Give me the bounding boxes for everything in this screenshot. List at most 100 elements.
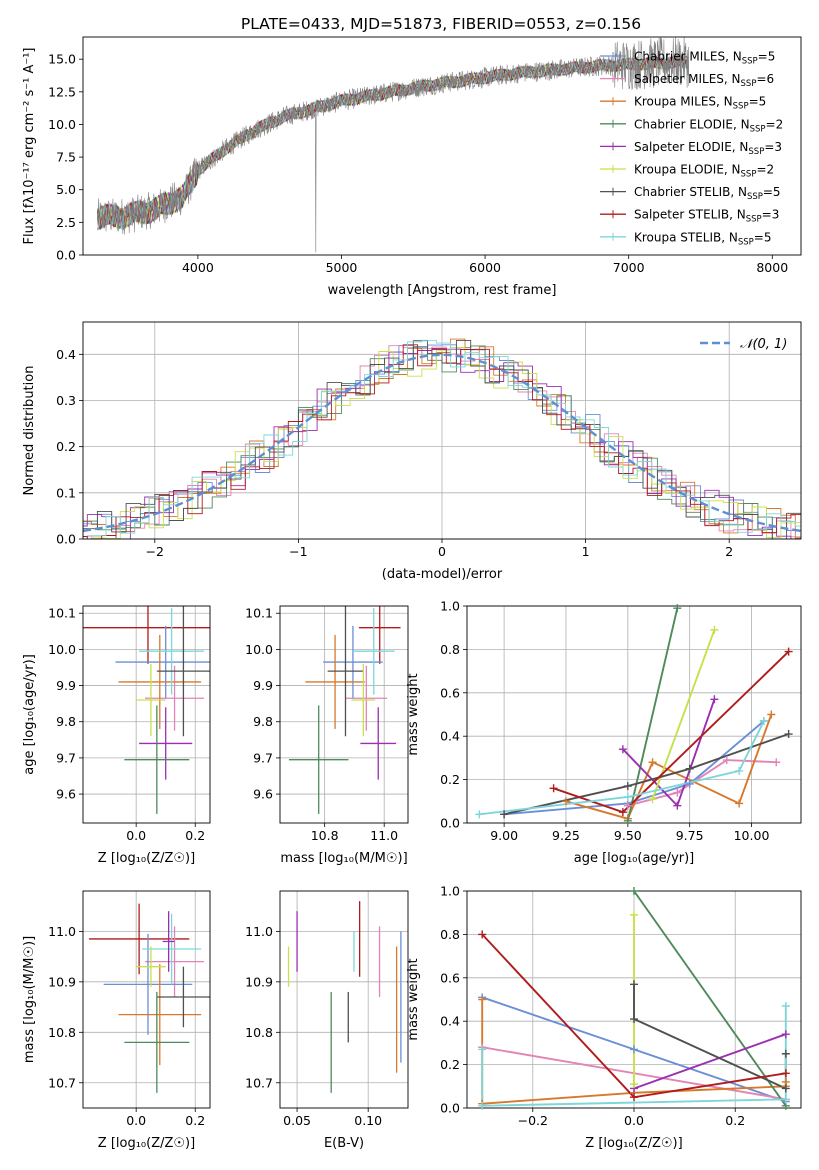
age_vs_weight-point-chabrier_miles (685, 779, 694, 788)
age_vs_weight-axes: 9.00 9.25 9.50 9.75 10.00 0.0 0.2 0.4 0.6 0.8 1.0 a… (406, 599, 802, 866)
z_vs_mass-frame (82, 890, 211, 1109)
age_vs_weight-point-kroupa_stelib (759, 717, 768, 726)
z_vs_weight-point-salpeter_stelib (781, 1069, 790, 1078)
age_vs_weight-point-chabrier_stelib (685, 764, 694, 773)
legend-label-main: Kroupa MILES, N (634, 95, 733, 109)
mass_vs_age-ytick-label: 9.9 (253, 678, 273, 693)
residuals-ylabel: Normed distribution (22, 366, 37, 496)
legend-label-salpeter_elodie: Salpeter ELODIE, NSSP=3 (634, 140, 782, 157)
age_vs_weight-xtick-label: 9.25 (552, 828, 580, 843)
ebv_vs_mass-axes: 0.05 0.10 10.7 10.8 10.9 11.0 E(B-V) (245, 890, 409, 1151)
spectrum-plot-area (96, 37, 690, 253)
z_vs_age-plot-area (83, 606, 210, 814)
z_vs_weight-point-kroupa_stelib (781, 1002, 790, 1011)
z_vs_age-ytick-label: 9.6 (56, 787, 76, 802)
residual-histogram-salpeter_elodie (83, 348, 801, 539)
legend-label-kroupa_miles: Kroupa MILES, NSSP=5 (634, 95, 766, 112)
legend-label-main: Salpeter STELIB, N (634, 208, 746, 222)
ebv_vs_mass-ytick-label: 10.9 (245, 974, 273, 989)
z_vs_weight-plot-area (481, 891, 787, 1107)
z_vs_age-ytick-label: 10.1 (48, 606, 76, 621)
z_vs_age-ytick-label: 9.7 (56, 750, 76, 765)
z_vs_weight-point-salpeter_stelib (630, 1093, 638, 1102)
age_vs_weight-point-salpeter_miles (623, 801, 632, 810)
z_vs_weight-point-chabrier_miles (630, 1045, 638, 1054)
mass_vs_age-ytick-label: 9.7 (253, 750, 273, 765)
residual-histogram-salpeter_stelib (83, 344, 801, 539)
residual-histogram-kroupa_stelib (83, 339, 801, 539)
spectrum-xtick-label: 4000 (182, 260, 214, 275)
age_vs_weight-xtick-label: 10.00 (734, 828, 770, 843)
age_vs_weight-ytick-label: 1.0 (440, 599, 460, 614)
spectrum-xtick-label: 5000 (326, 260, 358, 275)
spectrum-ytick-label: 2.5 (56, 215, 76, 230)
residuals-frame (82, 321, 802, 540)
legend-label-sub: SSP (741, 170, 757, 180)
residuals-xtick-label: −1 (289, 544, 307, 559)
age_vs_weight-ytick-label: 0.0 (440, 816, 460, 831)
mass_vs_age-ytick-label: 9.6 (253, 787, 273, 802)
age_vs_weight-point-kroupa_elodie (710, 625, 719, 634)
ebv_vs_mass-xlabel: E(B-V) (324, 1136, 364, 1151)
z_vs_mass-xtick-label: 0.2 (185, 1113, 205, 1128)
z_vs_age-axes: 0.0 0.2 9.6 9.7 9.8 9.9 10.0 10.1 Z [log₁₀(Z/Z☉)… (22, 605, 211, 866)
z_vs_weight-ylabel: mass weight (406, 958, 421, 1040)
legend-label-tail: =2 (756, 163, 774, 177)
z_vs_weight-point-chabrier_elodie (630, 887, 638, 895)
age_vs_weight-series-kroupa_stelib (479, 720, 765, 816)
age_vs_weight-point-chabrier_stelib (500, 810, 509, 819)
z_vs_weight-series-salpeter_elodie (633, 1033, 787, 1090)
spectrum-model-line-chabrier_miles (97, 54, 689, 230)
age_vs_weight-point-kroupa_elodie (648, 795, 657, 804)
age_vs_weight-point-salpeter_miles (673, 788, 682, 797)
legend-label-tail: =6 (756, 72, 774, 86)
z_vs_age-ytick-label: 9.9 (56, 678, 76, 693)
ebv_vs_mass-xtick-label: 0.05 (283, 1113, 311, 1128)
residuals-ytick-label: 0.1 (56, 485, 76, 500)
z_vs_weight-xtick-label: −0.2 (518, 1113, 548, 1128)
legend-label-salpeter_stelib: Salpeter STELIB, NSSP=3 (634, 208, 779, 225)
legend-label-sub: SSP (748, 147, 764, 157)
age_vs_weight-point-salpeter_stelib (549, 784, 558, 793)
residuals-axes: −2 −1 0 1 2 0.0 0.1 0.2 0.3 0.4 (data-model)/error… (22, 321, 802, 582)
z_vs_weight-ytick-label: 1.0 (440, 884, 460, 899)
age_vs_weight-point-chabrier_elodie (673, 604, 682, 613)
legend-label-main: Salpeter ELODIE, N (634, 140, 748, 154)
spectrum-ytick-label: 10.0 (48, 117, 76, 132)
legend-label-kroupa_stelib: Kroupa STELIB, NSSP=5 (634, 230, 772, 247)
z_vs_mass-ytick-label: 10.8 (48, 1025, 76, 1040)
z_vs_mass-ytick-label: 10.9 (48, 974, 76, 989)
z_vs_weight-point-salpeter_stelib (478, 930, 487, 939)
age_vs_weight-xtick-label: 9.50 (614, 828, 642, 843)
chart-title: PLATE=0433, MJD=51873, FIBERID=0553, z=0… (241, 15, 641, 33)
mass_vs_age-axes: 10.8 11.0 9.6 9.7 9.8 9.9 10.0 10.1 mass [log₁₀(… (245, 605, 409, 866)
z_vs_weight-point-chabrier_stelib (781, 1049, 790, 1058)
z_vs_weight-xtick-label: 0.0 (624, 1113, 644, 1128)
age_vs_weight-series-chabrier_elodie (626, 607, 679, 822)
legend-label-kroupa_elodie: Kroupa ELODIE, NSSP=2 (634, 163, 774, 180)
age_vs_weight-point-salpeter_stelib (618, 808, 627, 817)
age_vs_weight-series-chabrier_miles (504, 720, 765, 816)
age_vs_weight-point-salpeter_elodie (618, 745, 627, 754)
spectrum-model-line-kroupa_stelib (97, 54, 689, 231)
z_vs_weight-ytick-label: 0.6 (440, 970, 460, 985)
legend-label-main: Chabrier MILES, N (634, 50, 742, 64)
age_vs_weight-ytick-label: 0.8 (440, 642, 460, 657)
legend-label-sub: SSP (747, 192, 763, 202)
z_vs_age-xtick-label: 0.2 (185, 828, 205, 843)
mass_vs_age-frame (279, 605, 409, 824)
legend-label-tail: =5 (758, 50, 776, 64)
legend-label-tail: =5 (754, 230, 772, 244)
normal-legend-label: 𝒩(0, 1) (740, 337, 787, 352)
z_vs_age-xtick-label: 0.0 (126, 828, 146, 843)
age_vs_weight-xtick-label: 9.00 (490, 828, 518, 843)
ebv_vs_mass-ytick-label: 10.7 (245, 1075, 273, 1090)
z_vs_weight-point-kroupa_stelib (478, 1045, 487, 1054)
z_vs_weight-xtick-label: 0.2 (725, 1113, 745, 1128)
spectrum-ytick-label: 15.0 (48, 52, 76, 67)
age_vs_weight-point-kroupa_stelib (735, 766, 744, 775)
mass_vs_age-ytick-label: 9.8 (253, 714, 273, 729)
z_vs_mass-axes: 0.0 0.2 10.7 10.8 10.9 11.0 Z [log₁₀(Z/Z☉)] mas… (22, 890, 211, 1151)
age_vs_weight-point-kroupa_miles (648, 758, 657, 767)
